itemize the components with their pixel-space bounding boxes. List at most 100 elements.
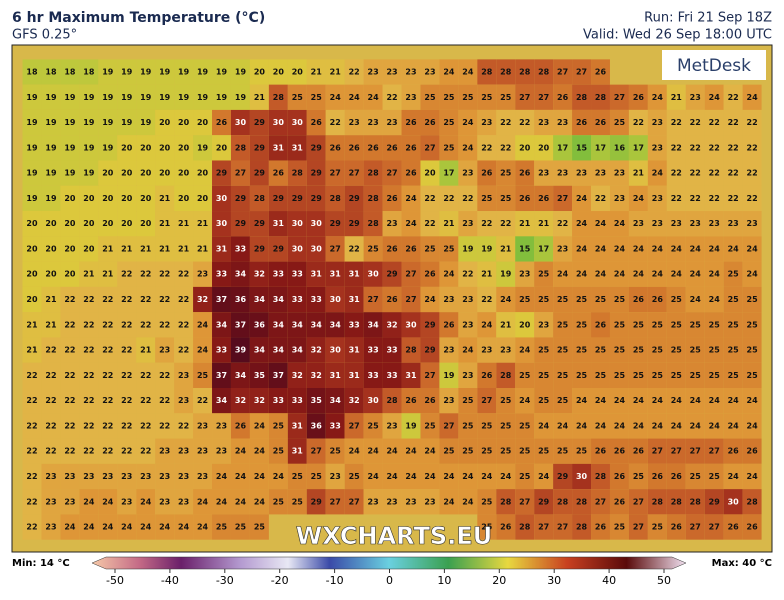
- temp-value: 24: [652, 169, 664, 178]
- temp-cell: [363, 261, 383, 287]
- temp-cell: [496, 413, 516, 439]
- temp-cell: [79, 463, 99, 490]
- temp-cell: [477, 514, 497, 540]
- temp-value: 21: [481, 270, 493, 279]
- temp-cell: [723, 236, 743, 262]
- temp-cell: [628, 211, 648, 237]
- temp-value: 25: [633, 346, 645, 355]
- temp-value: 24: [709, 93, 721, 102]
- temp-value: 27: [690, 523, 701, 532]
- temp-cell: [723, 337, 743, 363]
- colorbar-tick-label: -40: [161, 574, 179, 587]
- temp-value: 24: [576, 270, 588, 279]
- temp-cell: [666, 463, 686, 490]
- temp-cell: [439, 438, 459, 464]
- temp-value: 29: [273, 244, 285, 253]
- temp-value: 29: [709, 497, 721, 506]
- temp-cell: [41, 185, 61, 212]
- temp-value: 24: [83, 497, 95, 506]
- temp-value: 24: [557, 421, 569, 430]
- temp-value: 23: [216, 447, 227, 456]
- temp-value: 17: [633, 143, 644, 152]
- temp-cell: [401, 135, 421, 161]
- colorbar-tick-label: 20: [492, 574, 506, 587]
- temp-value: 20: [159, 169, 171, 178]
- temp-cell: [325, 160, 345, 186]
- temp-value: 22: [140, 421, 151, 430]
- temp-value: 26: [216, 118, 228, 127]
- temp-cell: [477, 211, 497, 237]
- temp-cell: [287, 109, 307, 136]
- temp-cell: [666, 211, 686, 237]
- temp-value: 19: [64, 118, 76, 127]
- temp-cell: [117, 59, 137, 85]
- temp-cell: [401, 84, 421, 110]
- temp-cell: [22, 109, 42, 136]
- temp-cell: [477, 463, 497, 490]
- temp-value: 24: [538, 421, 550, 430]
- temp-value: 21: [159, 244, 171, 253]
- temp-value: 25: [747, 295, 759, 304]
- temp-value: 20: [519, 143, 531, 152]
- temp-value: 24: [368, 93, 380, 102]
- temp-cell: [572, 185, 592, 212]
- temp-cell: [22, 514, 42, 540]
- temp-cell: [22, 463, 42, 490]
- temp-cell: [704, 135, 724, 161]
- temp-cell: [212, 185, 231, 212]
- temp-value: 23: [140, 472, 151, 481]
- temp-value: 25: [671, 320, 683, 329]
- temp-value: 22: [557, 219, 568, 228]
- temp-cell: [704, 413, 724, 439]
- temp-value: 26: [481, 169, 493, 178]
- temp-value: 20: [140, 219, 152, 228]
- temp-cell: [666, 84, 686, 110]
- temp-cell: [117, 135, 137, 161]
- temp-value: 24: [349, 447, 361, 456]
- temp-cell: [742, 438, 762, 464]
- temp-value: 22: [64, 396, 75, 405]
- temp-cell: [268, 286, 288, 313]
- temp-value: 25: [481, 93, 493, 102]
- temp-cell: [60, 489, 80, 515]
- colorbar-tick-label: -20: [271, 574, 289, 587]
- temp-value: 29: [254, 118, 266, 127]
- temp-cell: [458, 236, 478, 262]
- temp-value: 26: [311, 118, 323, 127]
- colorbar-tick-label: 50: [657, 574, 671, 587]
- temp-value: 29: [349, 194, 361, 203]
- temp-value: 20: [178, 169, 190, 178]
- temp-cell: [22, 211, 42, 237]
- temp-value: 23: [614, 169, 625, 178]
- temp-value: 23: [443, 346, 454, 355]
- temp-cell: [685, 337, 705, 363]
- temp-cell: [22, 261, 42, 287]
- temp-value: 22: [500, 143, 511, 152]
- temp-value: 22: [45, 396, 56, 405]
- temp-cell: [420, 489, 440, 515]
- temp-cell: [60, 135, 80, 161]
- temp-cell: [723, 413, 743, 439]
- temp-value: 21: [178, 219, 190, 228]
- temp-cell: [666, 109, 686, 136]
- temp-value: 30: [311, 244, 323, 253]
- temp-cell: [287, 236, 307, 262]
- temp-cell: [193, 489, 213, 515]
- temp-value: 22: [728, 118, 739, 127]
- temp-cell: [742, 463, 762, 490]
- temp-cell: [458, 109, 478, 136]
- temp-cell: [268, 236, 288, 262]
- temp-value: 32: [254, 396, 265, 405]
- temp-value: 24: [633, 244, 645, 253]
- temp-value: 28: [500, 497, 512, 506]
- map-labels: 18 18 18 18 19 19 19 19 19 19 19 19 20 20 20 21 21 22 23 23…: [26, 68, 758, 532]
- temp-value: 26: [443, 320, 455, 329]
- temp-value: 26: [273, 169, 285, 178]
- temp-cell: [41, 261, 61, 287]
- temp-cell: [515, 362, 535, 388]
- temp-cell: [212, 160, 231, 186]
- temp-value: 31: [349, 295, 361, 304]
- temp-cell: [534, 236, 554, 262]
- temp-cell: [572, 211, 592, 237]
- temp-cell: [363, 463, 383, 490]
